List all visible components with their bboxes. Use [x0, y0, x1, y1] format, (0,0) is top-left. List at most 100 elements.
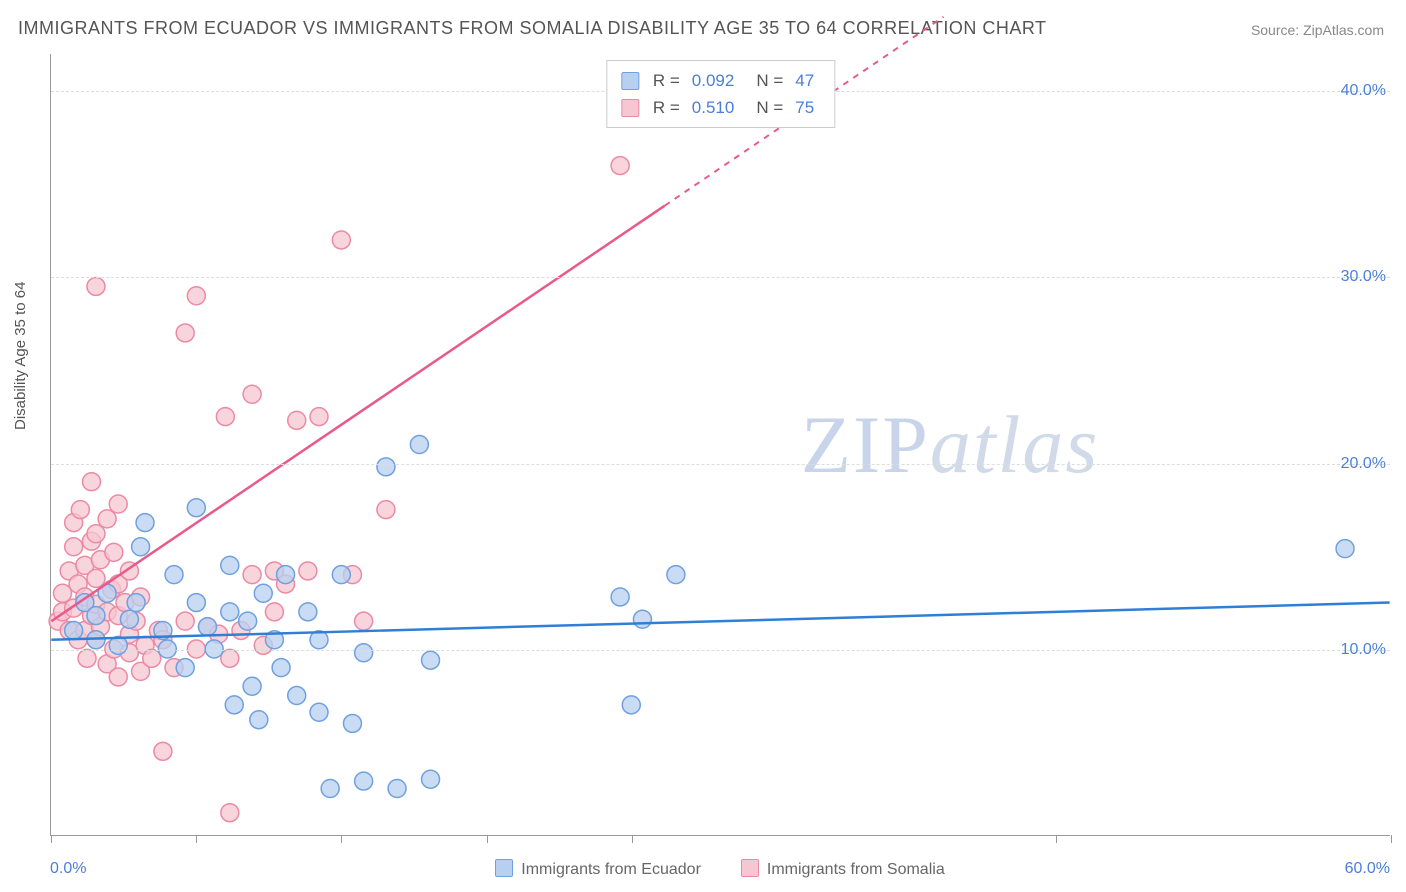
chart-plot-area: R =0.092N =47R =0.510N =75 ZIPatlas 10.0…: [50, 54, 1390, 836]
data-point: [310, 703, 328, 721]
data-point: [355, 612, 373, 630]
data-point: [187, 287, 205, 305]
legend-swatch: [621, 99, 639, 117]
data-point: [105, 543, 123, 561]
data-point: [136, 514, 154, 532]
series-legend-item: Immigrants from Somalia: [741, 859, 945, 879]
data-point: [611, 588, 629, 606]
data-point: [250, 711, 268, 729]
gridline: [51, 650, 1390, 651]
series-legend: Immigrants from Ecuador Immigrants from S…: [495, 859, 944, 879]
correlation-legend: R =0.092N =47R = 0.510 N = 75: [606, 60, 835, 128]
data-point: [243, 677, 261, 695]
data-point: [109, 495, 127, 513]
data-point: [120, 610, 138, 628]
data-point: [65, 621, 83, 639]
data-point: [216, 408, 234, 426]
legend-n-label: N =: [756, 94, 783, 121]
y-tick-label: 40.0%: [1341, 82, 1386, 100]
data-point: [176, 324, 194, 342]
data-point: [78, 649, 96, 667]
data-point: [332, 566, 350, 584]
data-point: [388, 780, 406, 798]
data-point: [633, 610, 651, 628]
y-tick-label: 10.0%: [1341, 641, 1386, 659]
legend-row: R = 0.510 N = 75: [621, 94, 820, 121]
x-tick: [341, 835, 342, 843]
data-point: [87, 525, 105, 543]
x-axis-row: 0.0% Immigrants from EcuadorImmigrants f…: [50, 854, 1390, 884]
x-min-label: 0.0%: [50, 860, 86, 878]
data-point: [265, 603, 283, 621]
data-point: [87, 607, 105, 625]
data-point: [355, 772, 373, 790]
data-point: [176, 659, 194, 677]
data-point: [221, 603, 239, 621]
data-point: [243, 385, 261, 403]
data-point: [410, 436, 428, 454]
legend-n-value: 47: [795, 67, 814, 94]
data-point: [187, 594, 205, 612]
legend-n-value: 75: [795, 94, 814, 121]
data-point: [143, 649, 161, 667]
x-max-label: 60.0%: [1345, 860, 1390, 878]
trend-line: [51, 206, 664, 621]
data-point: [187, 499, 205, 517]
data-point: [83, 473, 101, 491]
legend-swatch: [621, 72, 639, 90]
gridline: [51, 277, 1390, 278]
data-point: [299, 603, 317, 621]
data-point: [65, 538, 83, 556]
data-point: [54, 584, 72, 602]
data-point: [332, 231, 350, 249]
series-legend-item: Immigrants from Ecuador: [495, 859, 701, 879]
data-point: [299, 562, 317, 580]
data-point: [622, 696, 640, 714]
legend-swatch: [741, 859, 759, 877]
data-point: [254, 584, 272, 602]
data-point: [422, 651, 440, 669]
y-tick-label: 20.0%: [1341, 455, 1386, 473]
gridline: [51, 464, 1390, 465]
legend-r-value: 0.510: [692, 94, 735, 121]
data-point: [109, 668, 127, 686]
data-point: [377, 501, 395, 519]
x-tick: [196, 835, 197, 843]
source-link[interactable]: ZipAtlas.com: [1303, 22, 1384, 38]
data-point: [288, 687, 306, 705]
x-tick: [51, 835, 52, 843]
chart-title: IMMIGRANTS FROM ECUADOR VS IMMIGRANTS FR…: [18, 18, 1047, 39]
data-point: [87, 569, 105, 587]
x-tick: [1056, 835, 1057, 843]
data-point: [277, 566, 295, 584]
data-point: [272, 659, 290, 677]
legend-row: R =0.092N =47: [621, 67, 820, 94]
data-point: [87, 277, 105, 295]
data-point: [611, 157, 629, 175]
x-tick: [1391, 835, 1392, 843]
data-point: [310, 408, 328, 426]
x-tick: [632, 835, 633, 843]
data-point: [221, 649, 239, 667]
data-point: [221, 804, 239, 822]
y-axis-label: Disability Age 35 to 64: [12, 282, 29, 430]
data-point: [355, 644, 373, 662]
data-point: [667, 566, 685, 584]
data-point: [343, 714, 361, 732]
data-point: [132, 538, 150, 556]
data-point: [98, 510, 116, 528]
data-point: [127, 594, 145, 612]
data-point: [221, 556, 239, 574]
data-point: [243, 566, 261, 584]
data-point: [71, 501, 89, 519]
data-point: [154, 742, 172, 760]
y-tick-label: 30.0%: [1341, 268, 1386, 286]
legend-r-value: 0.092: [692, 67, 735, 94]
x-tick: [487, 835, 488, 843]
data-point: [199, 618, 217, 636]
data-point: [377, 458, 395, 476]
data-point: [165, 566, 183, 584]
legend-r-label: R =: [653, 94, 680, 121]
data-point: [225, 696, 243, 714]
data-point: [239, 612, 257, 630]
